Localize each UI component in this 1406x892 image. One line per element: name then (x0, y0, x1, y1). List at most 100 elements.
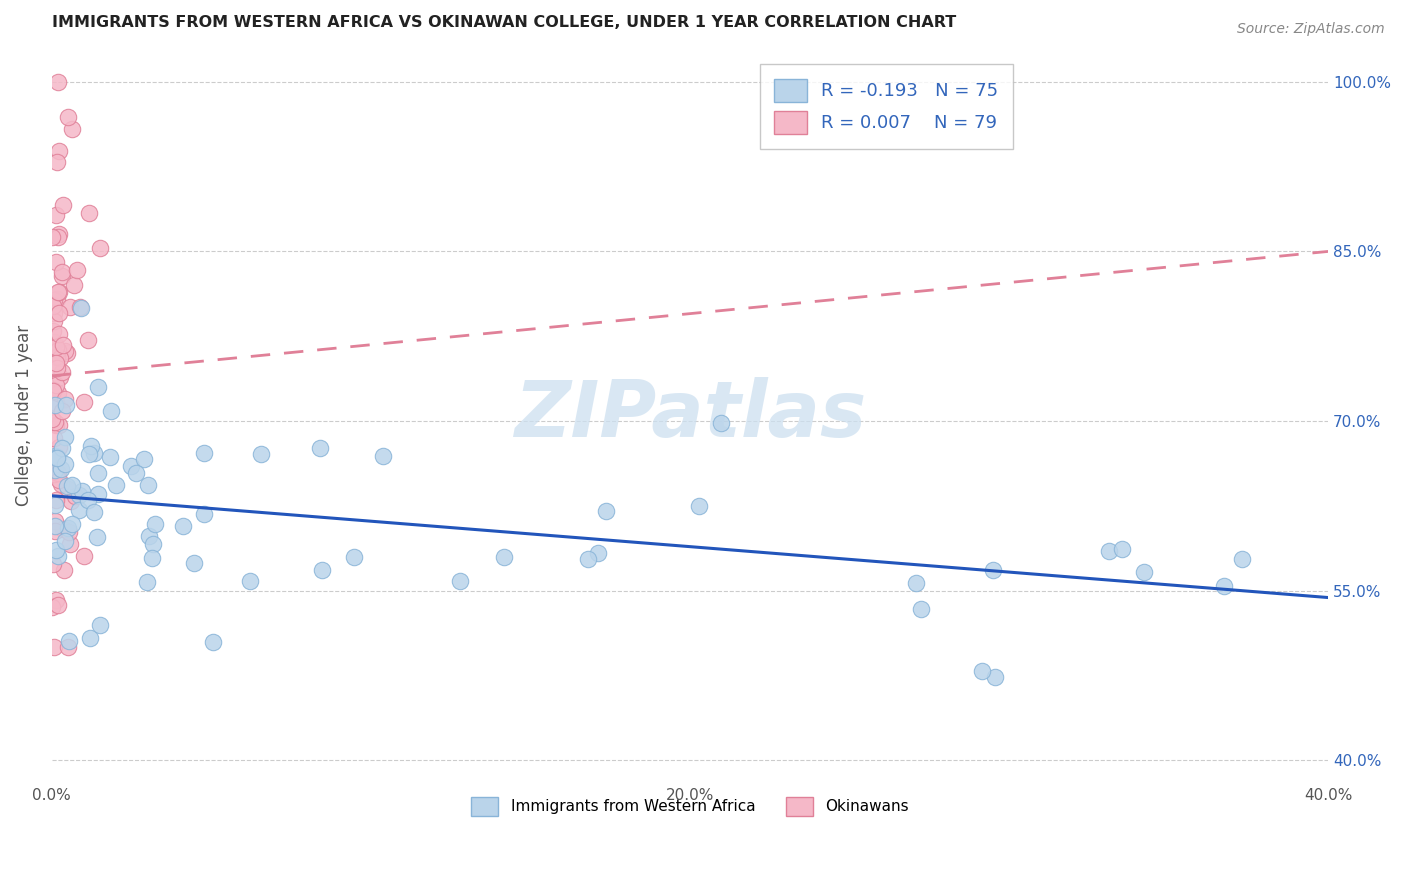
Point (48, 227, 70, 241)
Point (44, 498, 66, 512)
Point (45, 593, 67, 607)
Point (45, 418, 67, 433)
Point (52, 522, 75, 536)
Point (710, 417, 733, 431)
Point (688, 500, 710, 514)
Point (42, 384, 65, 398)
Point (104, 478, 127, 492)
Point (343, 549, 366, 564)
Point (60, 493, 83, 508)
Point (193, 445, 215, 459)
Text: ZIPatlas: ZIPatlas (513, 377, 866, 453)
Point (309, 441, 332, 455)
Point (46, 285, 69, 299)
Point (42, 306, 65, 320)
Point (45, 493, 67, 508)
Point (42, 313, 65, 327)
Point (53, 392, 76, 406)
Point (52, 338, 75, 352)
Point (44, 398, 66, 412)
Point (138, 529, 160, 543)
Point (70, 483, 93, 498)
Point (56, 479, 79, 493)
Point (45, 155, 67, 169)
Point (51, 365, 73, 379)
Point (371, 449, 394, 463)
Point (45, 543, 67, 558)
Point (86, 380, 108, 394)
Point (576, 552, 599, 566)
Point (49, 351, 72, 365)
Point (48, 326, 70, 341)
Point (100, 404, 122, 418)
Legend: Immigrants from Western Africa, Okinawans: Immigrants from Western Africa, Okinawan… (460, 786, 920, 827)
Point (42, 432, 65, 446)
Point (142, 537, 165, 551)
Point (143, 517, 166, 532)
Point (1230, 552, 1253, 566)
Point (51, 442, 73, 456)
Point (46, 450, 69, 465)
Point (80, 439, 103, 453)
Point (981, 563, 1004, 577)
Point (67, 488, 90, 502)
Y-axis label: College, Under 1 year: College, Under 1 year (15, 325, 32, 506)
Point (48, 285, 70, 299)
Point (73, 549, 96, 564)
Point (984, 670, 1007, 684)
Point (45, 378, 67, 392)
Point (183, 556, 205, 570)
Point (51, 264, 73, 278)
Point (972, 665, 994, 679)
Point (55, 430, 77, 444)
Point (60, 516, 83, 531)
Point (44, 524, 66, 538)
Point (135, 575, 157, 590)
Point (250, 447, 273, 461)
Point (53, 533, 76, 548)
Point (201, 635, 224, 649)
Point (48, 473, 70, 487)
Point (55, 398, 77, 412)
Point (42, 293, 65, 307)
Point (44, 415, 66, 429)
Point (56, 482, 79, 496)
Point (311, 562, 333, 576)
Point (58, 634, 80, 648)
Point (46, 292, 69, 306)
Point (595, 503, 617, 517)
Point (586, 546, 609, 560)
Point (52, 197, 75, 211)
Point (44, 467, 66, 481)
Point (45, 356, 67, 370)
Point (60, 122, 83, 136)
Text: IMMIGRANTS FROM WESTERN AFRICA VS OKINAWAN COLLEGE, UNDER 1 YEAR CORRELATION CHA: IMMIGRANTS FROM WESTERN AFRICA VS OKINAW… (52, 15, 956, 30)
Point (48, 418, 70, 433)
Point (46, 450, 69, 464)
Point (41, 451, 63, 466)
Point (53, 344, 76, 359)
Point (79, 631, 101, 645)
Point (45, 350, 67, 364)
Point (45, 396, 67, 410)
Point (42, 557, 65, 571)
Point (60, 478, 83, 492)
Point (86, 530, 108, 544)
Point (51, 404, 73, 418)
Point (41, 229, 63, 244)
Point (55, 457, 77, 471)
Point (42, 334, 65, 349)
Point (87, 466, 110, 480)
Point (46, 385, 69, 400)
Point (63, 277, 86, 292)
Point (76, 333, 98, 347)
Point (136, 477, 159, 491)
Point (492, 550, 515, 565)
Point (449, 574, 471, 588)
Point (125, 466, 148, 480)
Point (1133, 566, 1156, 580)
Point (905, 576, 928, 591)
Point (100, 450, 122, 465)
Point (69, 300, 91, 314)
Point (67, 503, 90, 517)
